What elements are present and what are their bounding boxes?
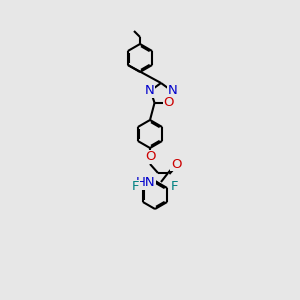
Text: O: O (171, 158, 181, 170)
Text: F: F (171, 181, 178, 194)
Text: N: N (168, 84, 177, 97)
Text: N: N (145, 84, 154, 97)
Text: F: F (132, 181, 139, 194)
Text: HN: HN (136, 176, 155, 190)
Text: O: O (145, 151, 155, 164)
Text: O: O (163, 96, 174, 110)
